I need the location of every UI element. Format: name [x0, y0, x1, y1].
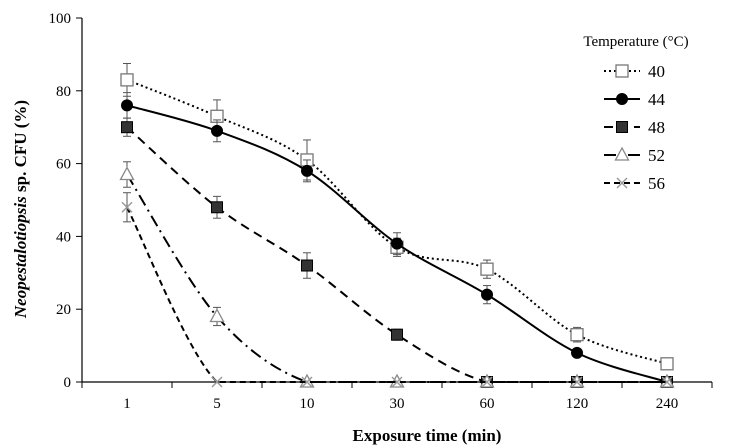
legend-marker — [614, 146, 630, 161]
data-point-48 — [121, 121, 133, 134]
data-point-56 — [571, 376, 583, 388]
series-44 — [121, 92, 673, 388]
y-axis-title-rest: sp. CFU (%) — [11, 100, 30, 196]
data-point-44 — [571, 346, 583, 359]
x-marker-stroke — [571, 376, 583, 388]
data-point-40 — [120, 73, 134, 87]
legend-marker — [616, 121, 628, 133]
data-point-52 — [119, 166, 135, 181]
x-axis-title: Exposure time (min) — [353, 426, 502, 445]
data-point-44 — [121, 99, 133, 112]
series-line-56 — [126, 206, 667, 384]
x-marker-stroke — [481, 376, 493, 388]
data-point-56 — [661, 376, 673, 388]
x-marker-stroke — [391, 376, 403, 388]
y-tick-label: 0 — [64, 375, 72, 391]
series-line-52 — [126, 173, 667, 384]
legend-marker — [615, 64, 629, 78]
legend: Temperature (°C) 40 44 48 52 56 — [583, 34, 688, 193]
x-tick-label: 30 — [390, 396, 405, 412]
y-axis-title: Neopestalotiopsis sp. CFU (%) — [11, 100, 30, 319]
x-marker-stroke — [661, 376, 673, 388]
data-point-56 — [391, 376, 403, 388]
series-52 — [119, 161, 675, 388]
legend-title: Temperature (°C) — [583, 34, 688, 50]
legend-item-48: 48 — [604, 118, 665, 137]
x-tick-label: 5 — [213, 396, 221, 412]
x-tick-label: 120 — [566, 396, 589, 412]
data-point-48 — [301, 259, 313, 272]
legend-label: 44 — [648, 90, 666, 109]
data-point-44 — [211, 124, 223, 137]
data-point-44 — [301, 164, 313, 177]
legend-marker — [616, 177, 628, 189]
data-point-40 — [660, 357, 674, 371]
y-tick-label: 60 — [56, 157, 71, 173]
data-point-44 — [391, 237, 403, 250]
legend-item-52: 52 — [604, 146, 665, 165]
data-point-40 — [570, 328, 584, 342]
legend-label: 52 — [648, 146, 665, 165]
x-tick-label: 1 — [123, 396, 131, 412]
data-point-40 — [480, 262, 494, 276]
y-tick-label: 20 — [56, 302, 71, 318]
x-marker-stroke — [301, 376, 313, 388]
y-tick-label: 40 — [56, 229, 71, 245]
legend-item-44: 44 — [604, 90, 666, 109]
legend-label: 48 — [648, 118, 665, 137]
y-axis-title-italic: Neopestalotiopsis — [11, 196, 30, 319]
legend-item-40: 40 — [604, 62, 665, 81]
x-tick-label: 240 — [656, 396, 679, 412]
data-point-44 — [481, 288, 493, 301]
series-56 — [121, 192, 673, 388]
x-marker-stroke — [616, 177, 628, 189]
data-point-56 — [481, 376, 493, 388]
data-point-52 — [209, 308, 225, 323]
data-point-56 — [211, 376, 223, 388]
data-point-56 — [301, 376, 313, 388]
legend-label: 40 — [648, 62, 665, 81]
y-tick-label: 100 — [49, 11, 72, 27]
series-layer — [119, 63, 675, 388]
x-marker-stroke — [211, 376, 223, 388]
data-point-48 — [391, 328, 403, 341]
x-tick-label: 10 — [300, 396, 315, 412]
legend-marker — [616, 93, 628, 105]
series-line-40 — [126, 78, 668, 365]
data-point-48 — [211, 201, 223, 214]
series-40 — [120, 63, 674, 371]
legend-item-56: 56 — [604, 174, 665, 193]
x-marker-stroke — [121, 201, 133, 213]
data-point-56 — [121, 201, 133, 213]
y-tick-label: 80 — [56, 84, 71, 100]
legend-label: 56 — [648, 174, 665, 193]
x-tick-label: 60 — [480, 396, 495, 412]
